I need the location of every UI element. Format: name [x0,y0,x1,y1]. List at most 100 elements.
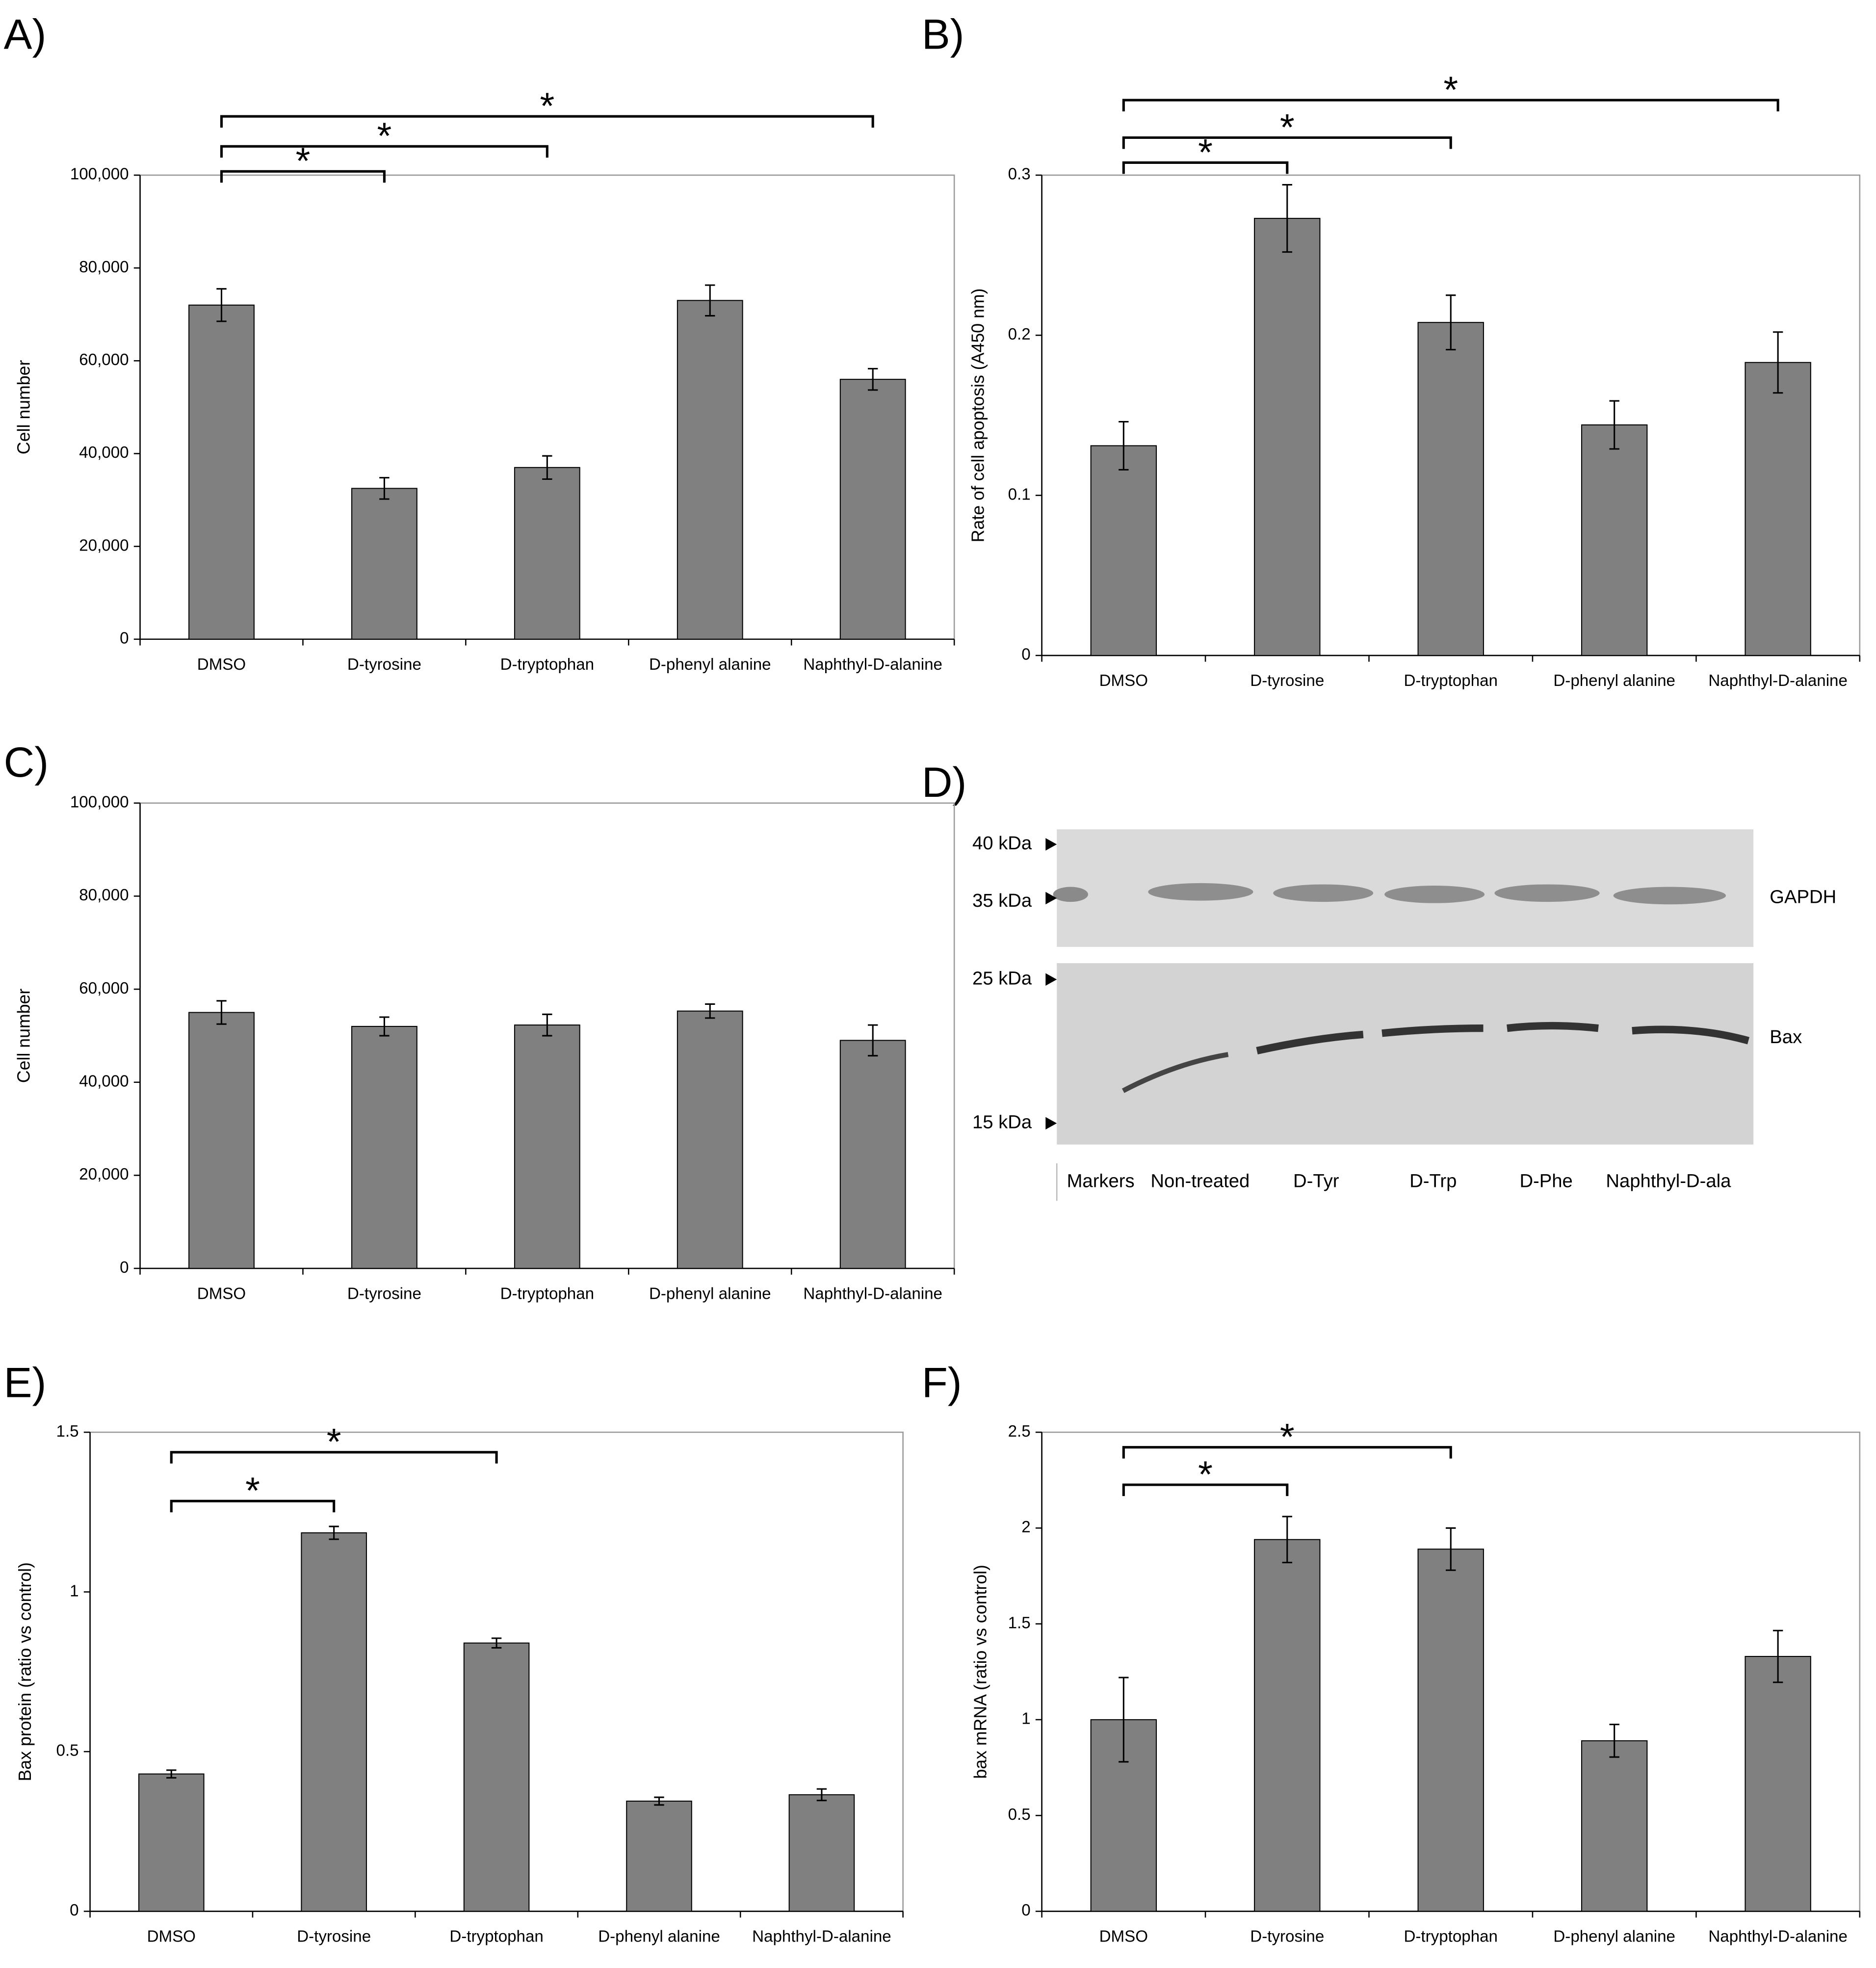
y-tick-label: 80,000 [79,886,129,904]
y-axis-label: bax mRNA (ratio vs control) [971,1565,990,1779]
error-bar [1446,1527,1456,1571]
x-tick-label: D-phenyl alanine [598,1928,720,1946]
bar [839,1040,906,1269]
significance-label: * [1443,69,1458,111]
x-tick-label: DMSO [147,1928,196,1946]
band [1632,1025,1750,1045]
bar [301,1532,367,1912]
bar [351,488,417,640]
error-bar [1119,1677,1129,1763]
band [1507,1022,1599,1032]
y-tick-label: 0.5 [1008,1806,1031,1824]
lane-label: D-Trp [1409,1170,1457,1191]
significance-label: * [1280,106,1295,148]
panel-label: A) [4,11,47,58]
x-tick-label: D-phenyl alanine [649,656,771,674]
x-tick-label: Naphthyl-D-alanine [1708,1928,1848,1946]
x-tick-label: Naphthyl-D-alanine [803,1285,942,1303]
marker-label: 40 kDa [972,833,1032,854]
error-bar [705,1003,715,1019]
error-bar [1772,1629,1783,1683]
marker-arrow [1045,973,1057,986]
panel-label: D) [922,759,966,806]
bar [514,467,580,640]
band [1148,883,1253,901]
panel-label: F) [922,1360,962,1407]
x-tick-label: D-tryptophan [500,1285,594,1303]
y-tick-label: 100,000 [70,793,129,811]
bar [188,1012,255,1269]
x-tick-label: D-phenyl alanine [1553,1928,1675,1946]
y-tick-label: 60,000 [79,979,129,997]
error-bar [1609,400,1619,450]
bar [138,1773,205,1912]
y-tick-label: 0.5 [56,1742,79,1760]
y-tick-label: 2.5 [1008,1422,1031,1441]
significance-bracket [220,170,386,183]
error-bar [654,1796,664,1806]
bar [1745,1655,1811,1912]
panel-label: B) [922,11,964,58]
x-tick-label: Naphthyl-D-alanine [752,1928,891,1946]
bar [788,1794,855,1912]
error-bar [166,1769,177,1779]
error-bar [542,455,552,480]
y-axis-label: Cell number [14,360,33,455]
x-tick-label: D-tryptophan [500,656,594,674]
significance-label: * [1280,1417,1295,1458]
y-tick-label: 20,000 [79,536,129,554]
x-tick-label: D-phenyl alanine [649,1285,771,1303]
blot-panel: D) 40 kDa 35 kDa 25 kDa 15 kDa GAPDH Bax… [922,759,1836,1201]
bar [1581,1740,1648,1912]
marker-label: 35 kDa [972,890,1032,911]
significance-bracket [1122,1483,1289,1496]
marker-arrow [1045,1117,1057,1130]
x-tick-label: DMSO [1099,672,1148,690]
bar [626,1800,692,1912]
y-tick-label: 0 [120,1259,129,1277]
y-tick-label: 1 [1021,1710,1030,1728]
band [1613,887,1726,905]
band [1273,884,1374,902]
x-tick-label: DMSO [197,656,246,674]
panel-label: E) [4,1360,47,1407]
x-tick-label: D-tryptophan [1404,672,1498,690]
band [1381,1024,1484,1037]
error-bar [491,1637,502,1649]
y-tick-label: 0 [120,630,129,648]
x-tick-label: D-tyrosine [1250,1928,1324,1946]
y-tick-label: 80,000 [79,258,129,276]
lane-label: D-Tyr [1293,1170,1339,1191]
x-tick-label: DMSO [1099,1928,1148,1946]
significance-label: * [1198,1454,1213,1496]
error-bar [867,367,878,391]
bar [188,304,255,640]
band [1494,884,1600,902]
bar [1581,424,1648,656]
error-bar [216,288,227,322]
y-tick-label: 2 [1021,1518,1030,1536]
significance-bracket [1122,1446,1452,1459]
significance-label: * [327,1421,341,1463]
error-bar [1282,1516,1292,1564]
y-tick-label: 100,000 [70,165,129,184]
x-tick-label: D-tryptophan [1404,1928,1498,1946]
y-axis-label: Bax protein (ratio vs control) [15,1562,35,1781]
protein-label: GAPDH [1770,887,1836,908]
y-tick-label: 1.5 [56,1422,79,1441]
error-bar [216,1000,227,1025]
bar [351,1025,417,1269]
significance-bracket [170,1499,336,1513]
lane-label: D-Phe [1519,1170,1572,1191]
bar [1745,362,1811,656]
error-bar [1609,1724,1619,1758]
bar [463,1642,530,1912]
y-tick-label: 20,000 [79,1165,129,1183]
x-tick-label: D-tyrosine [347,656,421,674]
band [1053,887,1088,902]
y-tick-label: 0 [70,1901,78,1919]
protein-label: Bax [1770,1026,1802,1048]
bar [1090,445,1157,656]
